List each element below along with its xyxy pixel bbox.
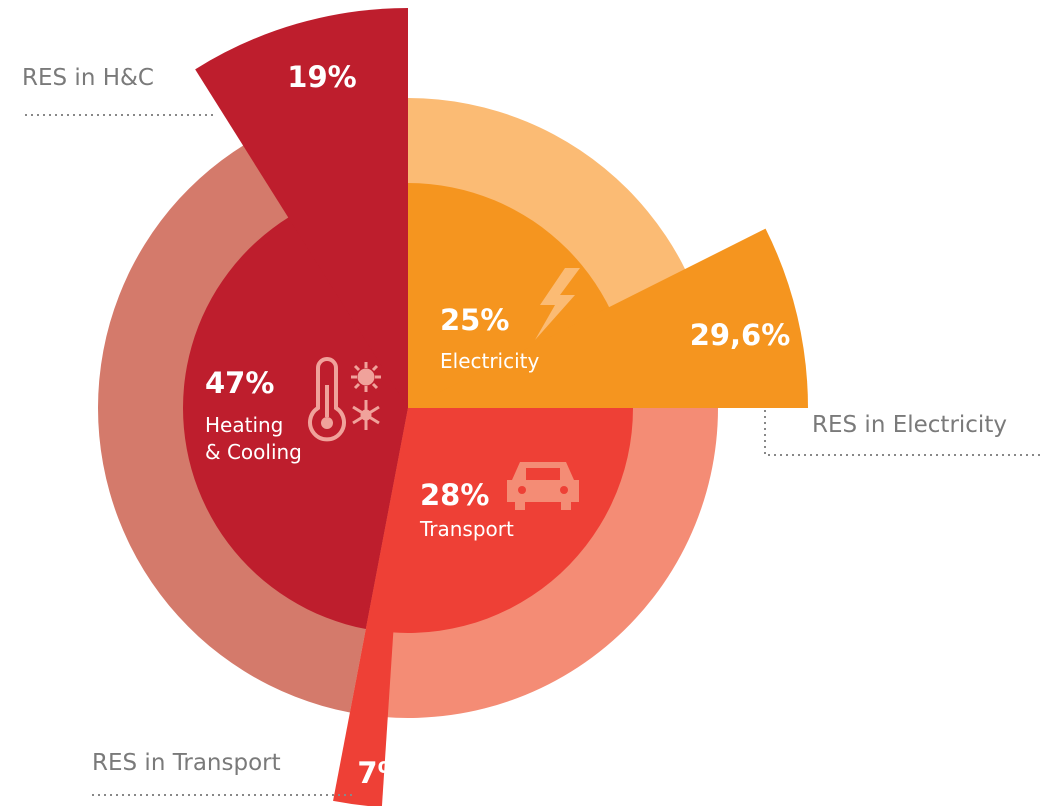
sector-value-label: 28% xyxy=(420,478,489,512)
share-wedges xyxy=(195,8,808,806)
share-wedge xyxy=(333,408,408,806)
thermometer-icon xyxy=(308,357,346,442)
labels: 25% Electricity 29,6% RES in Electricity 28%… xyxy=(22,60,1007,790)
sun-icon xyxy=(351,362,381,392)
sector-name: Heating & Cooling xyxy=(205,413,302,464)
sector-name: Electricity xyxy=(440,349,540,373)
leader-line xyxy=(764,410,1040,456)
sector-name: Transport xyxy=(419,517,514,541)
sector-value-label: 47% xyxy=(205,366,274,400)
share-name: RES in Transport xyxy=(92,750,281,776)
share-wedge xyxy=(408,228,808,408)
snowflake-icon xyxy=(352,400,380,430)
share-value-label: 29,6% xyxy=(690,318,791,352)
lightning-icon xyxy=(535,268,580,340)
share-value-label: 7% xyxy=(357,756,406,790)
car-icon xyxy=(507,462,579,510)
share-name: RES in H&C xyxy=(22,65,154,91)
share-wedge xyxy=(195,8,408,408)
share-name: RES in Electricity xyxy=(812,412,1007,438)
share-value-label: 19% xyxy=(287,60,356,94)
sector-value-label: 25% xyxy=(440,303,509,337)
